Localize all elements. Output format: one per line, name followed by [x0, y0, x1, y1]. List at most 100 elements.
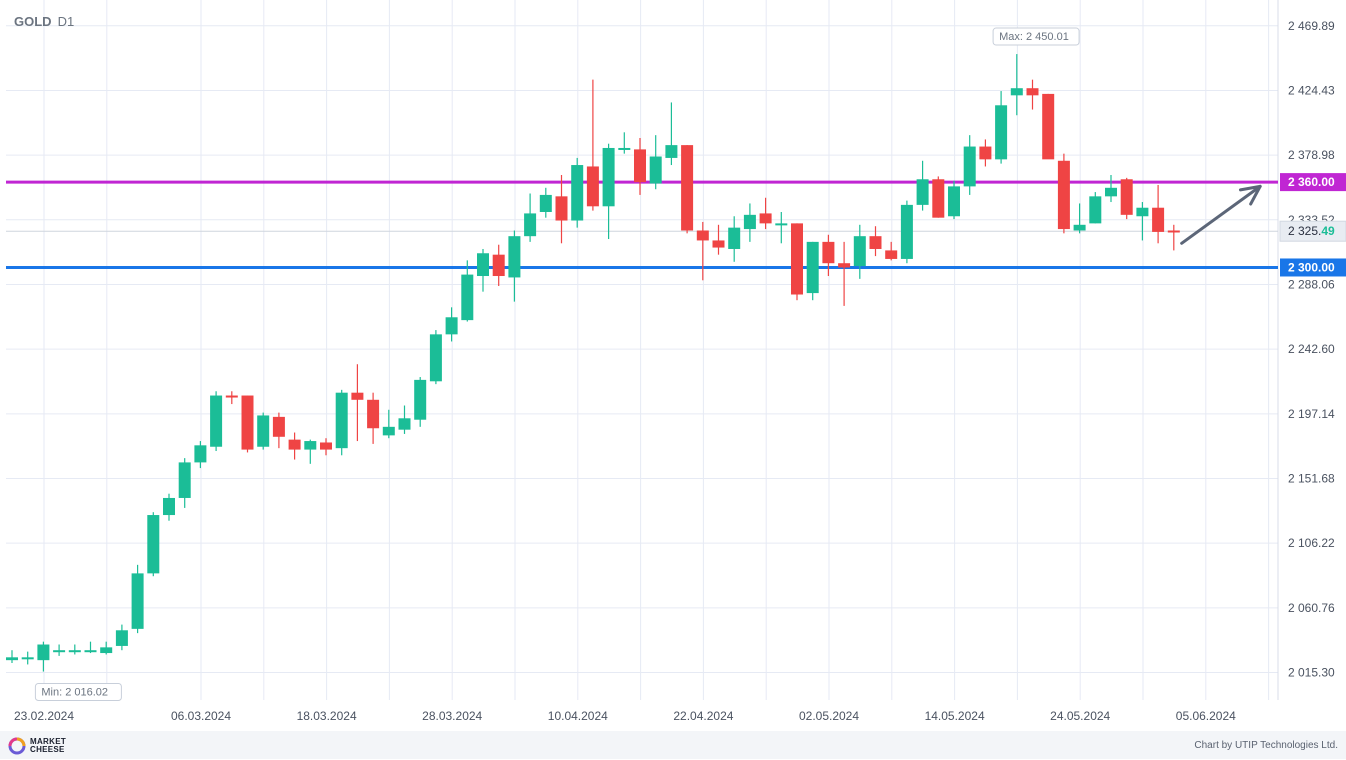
candle-body: [445, 317, 458, 335]
candle-body: [225, 395, 238, 398]
candle-body: [414, 379, 427, 420]
candle-body: [1152, 207, 1165, 232]
candle-body: [163, 497, 175, 516]
candle-body: [885, 250, 898, 259]
resistance-label-bg: [1280, 173, 1346, 192]
candle-body: [1167, 230, 1180, 233]
candle-body: [1136, 207, 1149, 217]
candle-body: [37, 644, 50, 661]
x-tick-label: 14.05.2024: [925, 709, 985, 723]
y-tick-label: 2 060.76: [1288, 601, 1335, 615]
x-tick-label: 18.03.2024: [297, 709, 357, 723]
price-chart[interactable]: Max: 2 450.01 Min: 2 016.02 2 015.30 2 060…: [0, 0, 1346, 731]
support-label: 2 300.00: [1288, 260, 1335, 274]
candle-body: [775, 223, 788, 226]
chart-credit: Chart by UTIP Technologies Ltd.: [1194, 740, 1338, 751]
x-axis: 23.02.2024 06.03.2024 18.03.2024 28.03.2024…: [14, 709, 1236, 723]
candle-body: [100, 647, 113, 654]
projection-arrowhead-icon: [1238, 184, 1262, 206]
candle-body: [194, 445, 207, 463]
candle-body: [288, 439, 301, 450]
resistance-label: 2 360.00: [1288, 175, 1335, 189]
candle-body: [728, 227, 741, 249]
candle-body: [806, 241, 819, 294]
y-tick-label: 2 106.22: [1288, 536, 1335, 550]
y-axis: 2 015.30 2 060.76 2 106.22 2 151.68 2 197.14…: [1279, 19, 1346, 680]
candle-body: [68, 650, 81, 653]
x-tick-label: 28.03.2024: [422, 709, 482, 723]
candle-body: [838, 263, 851, 268]
brand-logo: MARKET CHEESE: [8, 737, 66, 755]
x-tick-label: 02.05.2024: [799, 709, 859, 723]
y-tick-label: 2 469.89: [1288, 19, 1335, 33]
y-tick-label: 2 151.68: [1288, 472, 1335, 486]
candle-body: [304, 441, 317, 450]
candle-body: [539, 194, 552, 212]
candle-body: [367, 399, 380, 429]
logo-text: MARKET CHEESE: [30, 737, 67, 754]
price-levels: [6, 180, 1278, 269]
candle-body: [335, 392, 348, 449]
y-tick-label: 2 424.43: [1288, 83, 1335, 97]
x-tick-label: 22.04.2024: [673, 709, 733, 723]
candle-body: [320, 442, 332, 450]
candle-body: [272, 416, 285, 437]
candle-body: [398, 418, 411, 430]
symbol-name: GOLD: [14, 14, 52, 29]
candle-body: [1105, 187, 1117, 197]
candle-body: [649, 156, 662, 184]
candle-body: [963, 146, 976, 187]
candle-body: [1042, 93, 1055, 160]
candle-body: [508, 236, 521, 278]
candle-body: [21, 657, 34, 660]
x-tick-label: 06.03.2024: [171, 709, 231, 723]
candle-body: [681, 145, 694, 231]
candle-body: [853, 236, 866, 267]
candle-body: [115, 630, 128, 646]
max-annotation-box: [992, 27, 1080, 46]
x-tick-label: 05.06.2024: [1176, 709, 1236, 723]
candle-body: [429, 334, 442, 382]
candle-body: [979, 146, 992, 160]
candle-body: [241, 395, 254, 450]
chart-grid: [6, 0, 1279, 700]
candle-body: [210, 395, 223, 447]
candle-body: [477, 253, 489, 277]
candle-body: [571, 165, 584, 221]
candle-body: [351, 392, 364, 400]
candle-body: [791, 223, 803, 295]
x-tick-label: 23.02.2024: [14, 709, 74, 723]
candle-body: [1089, 196, 1102, 224]
candle-body: [1010, 88, 1023, 96]
candle-body: [618, 147, 631, 150]
logo-mark-icon: [8, 737, 26, 755]
candle-body: [932, 179, 945, 218]
projection-arrow-icon: [1180, 184, 1262, 245]
candle-body: [822, 241, 835, 264]
x-tick-label: 24.05.2024: [1050, 709, 1110, 723]
y-tick-label: 2 242.60: [1288, 342, 1335, 356]
annotations: Max: 2 450.01 Min: 2 016.02: [34, 27, 1262, 702]
candle-body: [147, 515, 160, 574]
candle-body: [6, 657, 18, 661]
candle-body: [634, 149, 646, 183]
candle-body: [524, 213, 537, 237]
candle-body: [916, 179, 929, 205]
y-tick-label: 2 197.14: [1288, 407, 1335, 421]
timeframe-label: D1: [57, 14, 75, 29]
candle-body: [995, 105, 1008, 160]
candle-body: [696, 230, 709, 241]
candle-body: [84, 650, 97, 653]
candle-body: [743, 214, 756, 230]
x-tick-label: 10.04.2024: [548, 709, 608, 723]
candle-body: [53, 650, 66, 653]
candle-body: [712, 240, 725, 248]
candle-body: [492, 254, 505, 277]
candle-body: [602, 147, 615, 207]
candle-body: [178, 462, 191, 498]
candle-body: [1026, 88, 1039, 96]
candle-body: [759, 213, 772, 224]
support-label-bg: [1280, 258, 1346, 277]
candle-body: [1057, 160, 1070, 230]
candle-body: [555, 196, 568, 221]
